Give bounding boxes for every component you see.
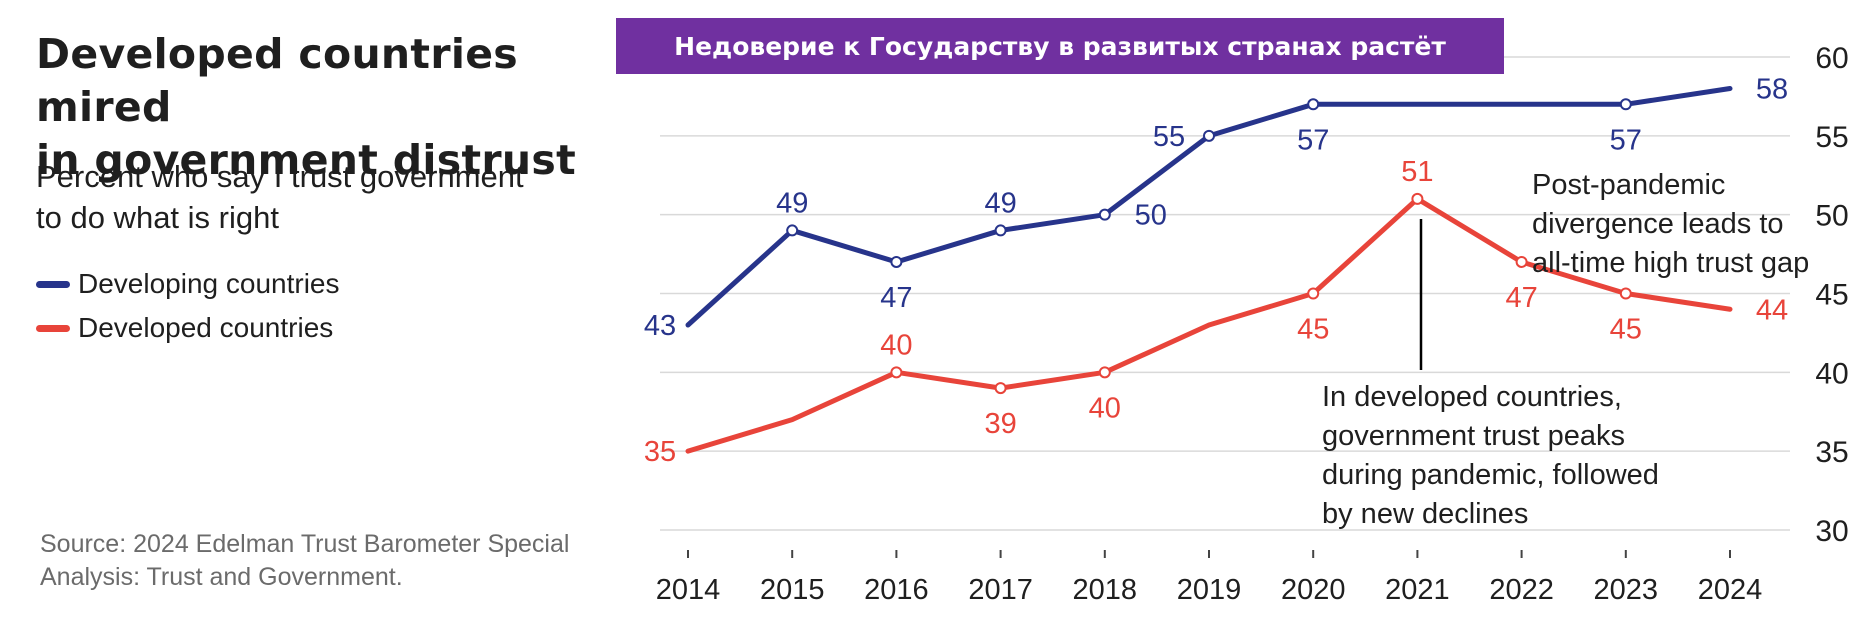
data-point-developed [890,366,903,379]
chart-header: Developed countries mired in government … [36,0,616,626]
annotation-line: government trust peaks [1322,420,1626,452]
data-label-developed: 47 [1505,282,1537,314]
annotation-post-pandemic: Post-pandemic divergence leads to all-ti… [1532,166,1809,283]
data-point-developing [1203,129,1215,142]
data-label-developed: 45 [1610,314,1642,346]
annotation-line: Post-pandemic [1532,169,1726,201]
legend-label-developed: Developed countries [78,312,334,343]
data-point-developed [1619,287,1632,300]
y-tick-label: 30 [1815,515,1848,548]
x-tick-label: 2014 [656,574,721,606]
chart-title-line: Developed countries mired [36,30,519,131]
data-point-developing [1098,208,1111,221]
banner: Недоверие к Государству в развитых стран… [616,18,1504,74]
data-labels: 43 49 47 49 50 55 57 57 58 35 40 39 40 45 51 47 45 44 [644,74,1788,469]
y-tick-label: 55 [1815,121,1848,154]
chart-title-line: in government distrust [36,136,576,184]
data-point-developing [1307,98,1320,111]
chart-subtitle: Percent who say I trust government to do… [36,156,524,238]
y-tick-label: 45 [1815,279,1848,312]
data-point-developed [1411,192,1424,205]
source-line: Source: 2024 Edelman Trust Barometer Spe… [40,530,570,558]
x-tick-label: 2021 [1385,574,1450,606]
data-label-developed: 44 [1756,294,1788,326]
x-tick-label: 2024 [1698,574,1763,606]
x-tick-label: 2017 [968,574,1033,606]
y-tick-label: 50 [1815,200,1848,233]
data-label-developed: 35 [644,436,676,468]
legend-item-developing: Developing countries [36,262,340,306]
annotation-line: divergence leads to [1532,208,1784,240]
data-label-developed: 51 [1401,156,1433,188]
data-label-developing: 49 [984,187,1016,219]
data-label-developing: 57 [1610,124,1642,156]
annotation-line: In developed countries, [1322,381,1622,413]
source-note: Source: 2024 Edelman Trust Barometer Spe… [40,528,569,594]
annotation-line: by new declines [1322,498,1529,530]
x-tick-label: 2022 [1489,574,1554,606]
legend-item-developed: Developed countries [36,306,340,350]
banner-text: Недоверие к Государству в развитых стран… [674,31,1446,61]
y-tick-label: 35 [1815,436,1848,469]
x-tick-label: 2020 [1281,574,1346,606]
legend-label-developing: Developing countries [78,268,340,299]
data-point-developed [1307,287,1320,300]
data-label-developing: 55 [1153,121,1185,153]
data-label-developed: 39 [984,408,1016,440]
data-label-developing: 57 [1297,124,1329,156]
y-tick-label: 60 [1815,42,1848,75]
data-label-developing: 43 [644,310,676,342]
x-tick-label: 2019 [1177,574,1242,606]
x-axis-ticks: 2014 2015 2016 2017 2018 2019 2020 2021 2022 2023… [656,550,1763,606]
legend: Developing countries Developed countries [36,262,340,350]
source-line: Analysis: Trust and Government. [40,563,403,591]
x-tick-label: 2023 [1594,574,1659,606]
y-axis-ticks: 30 35 40 45 50 55 60 [1815,42,1848,548]
data-label-developing: 47 [880,282,912,314]
legend-swatch-developing [36,280,70,288]
x-tick-label: 2015 [760,574,825,606]
legend-swatch-developed [36,324,70,332]
x-tick-label: 2016 [864,574,929,606]
chart-subtitle-line: Percent who say I trust government [36,159,524,194]
data-label-developed: 40 [880,329,912,361]
chart-subtitle-line: to do what is right [36,200,279,235]
annotation-developed-peak: In developed countries, government trust… [1322,378,1659,534]
data-point-developing [1619,98,1632,111]
series-line-developed [685,196,1733,454]
data-label-developing: 58 [1756,74,1788,106]
series [685,86,1733,454]
chart-title: Developed countries mired in government … [36,28,616,187]
data-label-developing: 50 [1135,200,1167,232]
annotation-line: during pandemic, followed [1322,459,1659,491]
data-point-developing [786,224,799,237]
data-point-developing [890,255,903,268]
y-tick-label: 40 [1815,357,1848,390]
annotation-line: all-time high trust gap [1532,247,1810,279]
x-tick-label: 2018 [1073,574,1138,606]
data-point-developed [1515,255,1528,268]
data-label-developed: 40 [1089,392,1121,424]
data-point-developed [1098,366,1111,379]
data-label-developing: 49 [776,187,808,219]
data-label-developed: 45 [1297,314,1329,346]
data-point-developed [994,382,1007,395]
data-point-developing [994,224,1007,237]
